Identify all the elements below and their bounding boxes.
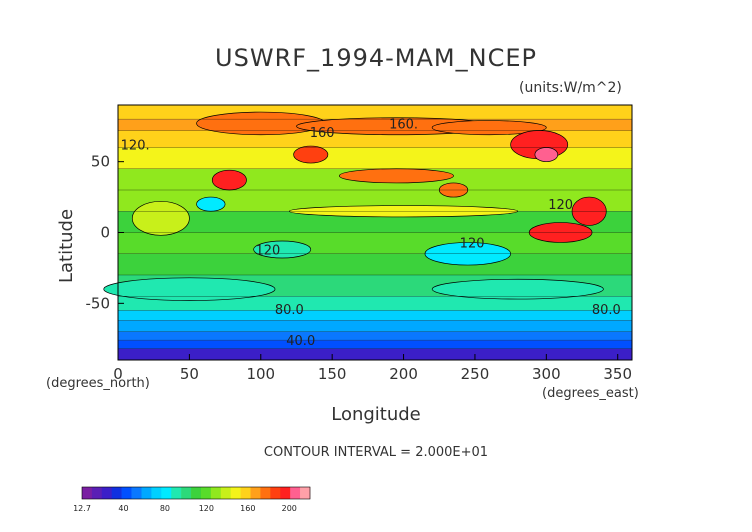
colorbar-swatch <box>121 487 132 499</box>
contour-region <box>211 169 247 191</box>
x-tick-label: 300 <box>532 365 561 383</box>
contour-label: 80.0 <box>592 303 621 318</box>
contour-band <box>118 147 632 169</box>
x-tick-label: 100 <box>246 365 275 383</box>
colorbar-swatch <box>111 487 122 499</box>
colorbar-swatch <box>240 487 251 499</box>
contour-region <box>131 200 190 236</box>
colorbar-swatch <box>171 487 182 499</box>
contour-band <box>118 340 632 349</box>
y-tick-label: 0 <box>100 224 110 242</box>
colorbar-label: 12.7 <box>73 504 91 513</box>
contour-region <box>431 278 604 300</box>
contour-band <box>118 190 632 212</box>
contour-region <box>196 196 226 212</box>
colorbar-swatch <box>290 487 301 499</box>
colorbar-swatch <box>200 487 212 499</box>
colorbar-swatch <box>220 487 231 499</box>
contour-band <box>118 105 632 120</box>
contour-region <box>534 147 559 163</box>
colorbar-label: 160 <box>240 504 255 513</box>
colorbar-swatch <box>101 487 113 499</box>
colorbar-label: 120 <box>199 504 214 513</box>
colorbar-swatch <box>91 487 103 499</box>
x-tick-label: 200 <box>389 365 418 383</box>
x-tick-label: 150 <box>318 365 347 383</box>
colorbar-swatch <box>260 487 271 499</box>
colorbar-frame <box>81 486 311 500</box>
colorbar-swatch <box>82 487 93 499</box>
contour-region <box>293 145 329 164</box>
contour-field <box>103 105 632 361</box>
colorbar-swatch <box>210 487 222 499</box>
contour-label: 80.0 <box>275 303 304 318</box>
contour-region <box>431 120 547 136</box>
x-tick-label: 250 <box>461 365 490 383</box>
y-tick-label: -50 <box>86 294 111 312</box>
contour-label: 120. <box>121 139 150 154</box>
contour-region <box>103 277 276 301</box>
colorbar-label: 200 <box>282 504 297 513</box>
colorbar-swatch <box>161 487 172 499</box>
colorbar-swatch <box>131 487 142 499</box>
contour-label: 120 <box>548 198 573 213</box>
contour-label: 40.0 <box>286 334 315 349</box>
contour-label: 120 <box>460 236 485 251</box>
contour-band <box>118 211 632 233</box>
y-units-note: (degrees_north) <box>46 376 150 391</box>
x-tick-label: 350 <box>603 365 632 383</box>
colorbar-swatch <box>141 487 152 499</box>
colorbar-label: 40 <box>118 504 128 513</box>
contour-label: 120 <box>256 244 281 259</box>
chart-title: USWRF_1994-MAM_NCEP <box>215 44 537 72</box>
contour-band <box>118 310 632 321</box>
contour-band <box>118 296 632 311</box>
colorbar-swatch <box>230 487 241 499</box>
colorbar-swatch <box>181 487 192 499</box>
colorbar: 12.7 40 80 120 160 200 <box>73 486 311 513</box>
contour-label: 160. <box>389 117 418 132</box>
colorbar-swatch <box>270 487 281 499</box>
colorbar-swatch <box>191 487 202 499</box>
contour-interval: CONTOUR INTERVAL = 2.000E+01 <box>263 445 489 460</box>
colorbar-label: 80 <box>160 504 170 513</box>
contour-band <box>118 253 632 275</box>
y-tick-label: 50 <box>91 153 110 171</box>
colorbar-swatch <box>250 487 261 499</box>
colorbar-swatch <box>300 487 311 499</box>
x-units-note: (degrees_east) <box>542 386 639 401</box>
contour-band <box>118 348 632 360</box>
colorbar-swatch <box>280 487 291 499</box>
x-axis-label: Longitude <box>331 404 421 425</box>
contour-labels: 160. 160 120. 120 120 120 80.0 80.0 40.0 <box>121 117 621 349</box>
x-axis: 0 50 100 150 200 250 300 350 <box>113 354 632 383</box>
colorbar-swatch <box>151 487 162 499</box>
x-tick-label: 50 <box>180 365 199 383</box>
units-label: (units:W/m^2) <box>519 80 622 96</box>
contour-band <box>118 331 632 341</box>
contour-band <box>118 320 632 332</box>
x-tick-label: 0 <box>113 365 123 383</box>
y-axis: -50 0 50 <box>86 153 124 312</box>
contour-label: 160 <box>310 126 335 141</box>
contour-region <box>338 168 454 184</box>
